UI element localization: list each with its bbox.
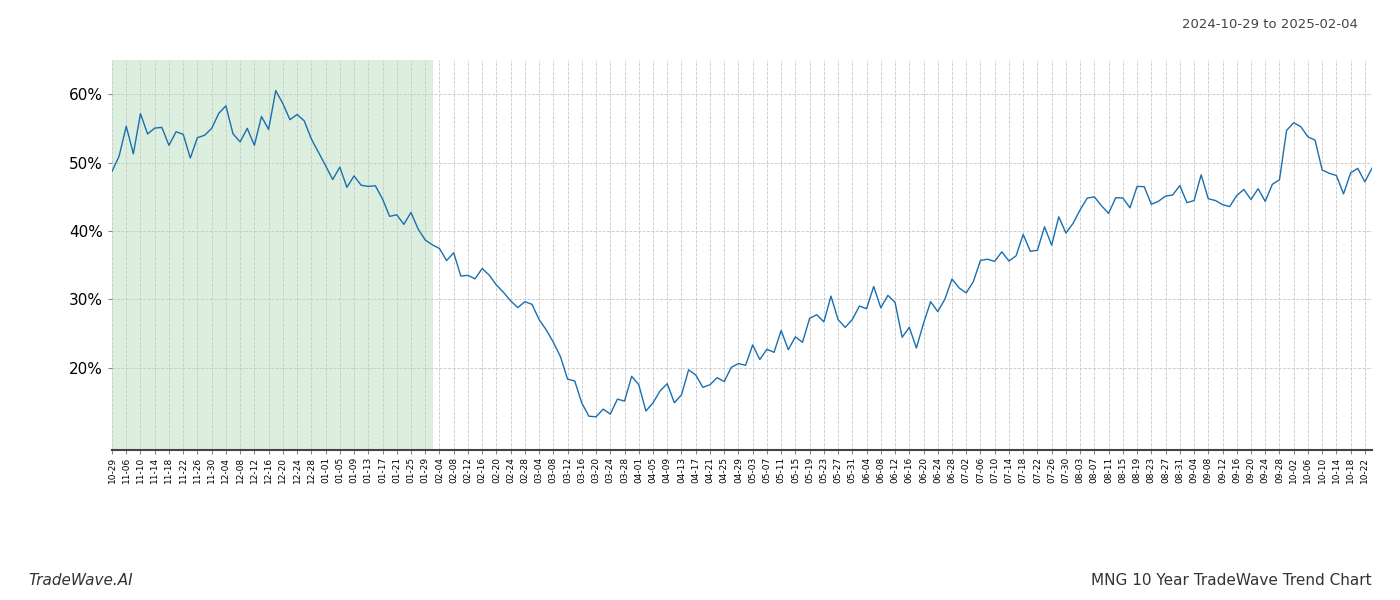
Bar — [112, 60, 433, 450]
Text: 2024-10-29 to 2025-02-04: 2024-10-29 to 2025-02-04 — [1182, 18, 1358, 31]
Text: MNG 10 Year TradeWave Trend Chart: MNG 10 Year TradeWave Trend Chart — [1092, 573, 1372, 588]
Text: TradeWave.AI: TradeWave.AI — [28, 573, 133, 588]
